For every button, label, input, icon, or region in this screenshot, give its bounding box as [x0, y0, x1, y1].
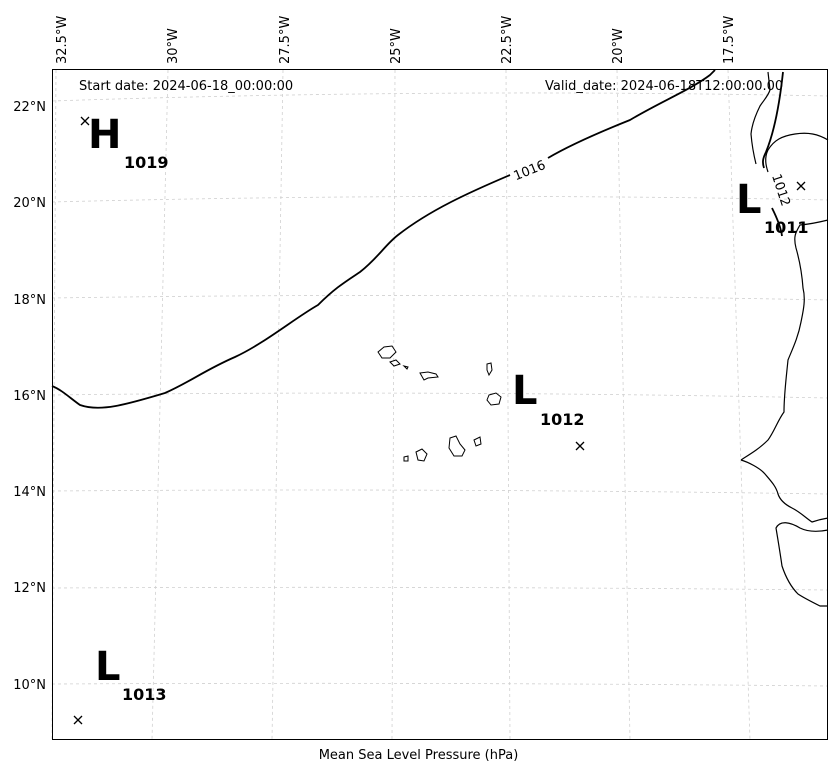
coastline-guinea-bissau [775, 522, 829, 607]
lat-tick-20n: 20°N [13, 196, 46, 211]
island-sal [486, 362, 493, 377]
gridline-lon-25 [391, 69, 396, 741]
h-center-marker-1019 [80, 116, 90, 126]
lat-tick-16n: 16°N [13, 389, 46, 404]
lon-tick-20w: 20°W [611, 28, 626, 64]
start-date-label: Start date: 2024-06-18_00:00:00 [79, 79, 294, 94]
l-center-marker-1013 [73, 715, 83, 725]
island-sao-nicolau [419, 371, 439, 381]
pressure-value-1019: 1019 [124, 153, 169, 172]
lon-tick-17.5w: 17.5°W [722, 16, 737, 64]
lat-tick-22n: 22°N [13, 100, 46, 115]
isobar-1016-b [547, 69, 716, 159]
map-border [52, 69, 828, 740]
gridline-lon-20 [616, 69, 631, 741]
gridline-lon-27.5 [271, 69, 284, 741]
pressure-value-1013: 1013 [122, 685, 167, 704]
pressure-value-1011: 1011 [764, 218, 809, 237]
l-center-marker-1011 [796, 181, 806, 191]
coastline-upper [750, 71, 771, 165]
isobar-1012-b [771, 207, 783, 237]
coastline-cap-blanc [765, 132, 829, 173]
lat-tick-12n: 12°N [13, 581, 46, 596]
island-sao-vicente [389, 359, 401, 367]
gridline-lon-22.5 [505, 69, 511, 741]
island-santiago [448, 435, 466, 457]
gridline-lat-14 [51, 489, 829, 495]
isobar-1016 [51, 174, 511, 409]
isobars [51, 69, 784, 409]
gridline-lat-12 [51, 586, 829, 591]
lon-tick-32.5w: 32.5°W [55, 16, 70, 64]
island-fogo [415, 448, 428, 462]
lat-tick-labels: 22°N 20°N 18°N 16°N 14°N 12°N 10°N [13, 100, 46, 693]
coastline-senegal [740, 459, 829, 523]
lon-tick-22.5w: 22.5°W [500, 16, 515, 64]
lon-tick-25w: 25°W [389, 28, 404, 64]
gridline-lat-20 [51, 196, 829, 203]
graticule [51, 69, 829, 741]
island-maio [473, 436, 482, 447]
cape-verde-islands [377, 345, 502, 462]
lon-tick-27.5w: 27.5°W [278, 16, 293, 64]
map-caption: Mean Sea Level Pressure (hPa) [318, 748, 519, 763]
gridline-lon-17.5 [727, 69, 751, 741]
isobar-label-1012: 1012 [768, 172, 792, 208]
island-santa-luzia [402, 365, 409, 370]
pressure-letter-l-1012: L [512, 368, 538, 414]
lat-tick-14n: 14°N [13, 485, 46, 500]
lat-tick-18n: 18°N [13, 293, 46, 308]
isobar-1012 [762, 71, 784, 169]
lat-tick-10n: 10°N [13, 678, 46, 693]
pressure-value-1012: 1012 [540, 410, 585, 429]
pressure-center-markers [73, 116, 806, 725]
l-center-marker-1012 [575, 441, 585, 451]
lon-tick-labels: 32.5°W 30°W 27.5°W 25°W 22.5°W 20°W 17.5… [55, 16, 737, 64]
coastline-mauritania [740, 219, 829, 461]
pressure-letter-l-1013: L [95, 644, 121, 690]
pressure-labels: H 1019 L 1011 L 1012 L 1013 [88, 112, 809, 704]
island-brava [403, 455, 409, 462]
isobar-label-1016: 1016 [512, 158, 548, 184]
island-santo-antao [377, 345, 397, 359]
gridline-lat-10 [51, 682, 829, 687]
pressure-letter-h: H [88, 112, 121, 158]
gridline-lat-16 [51, 392, 829, 399]
lon-tick-30w: 30°W [166, 28, 181, 64]
island-boa-vista [486, 392, 502, 406]
gridline-lat-18 [51, 295, 829, 301]
valid-date-label: Valid_date: 2024-06-18T12:00:00.00 [545, 79, 784, 94]
coastline [740, 71, 829, 607]
gridline-lon-30 [151, 69, 169, 741]
pressure-letter-l-1011: L [736, 177, 762, 223]
gridline-lat-22 [51, 92, 829, 102]
